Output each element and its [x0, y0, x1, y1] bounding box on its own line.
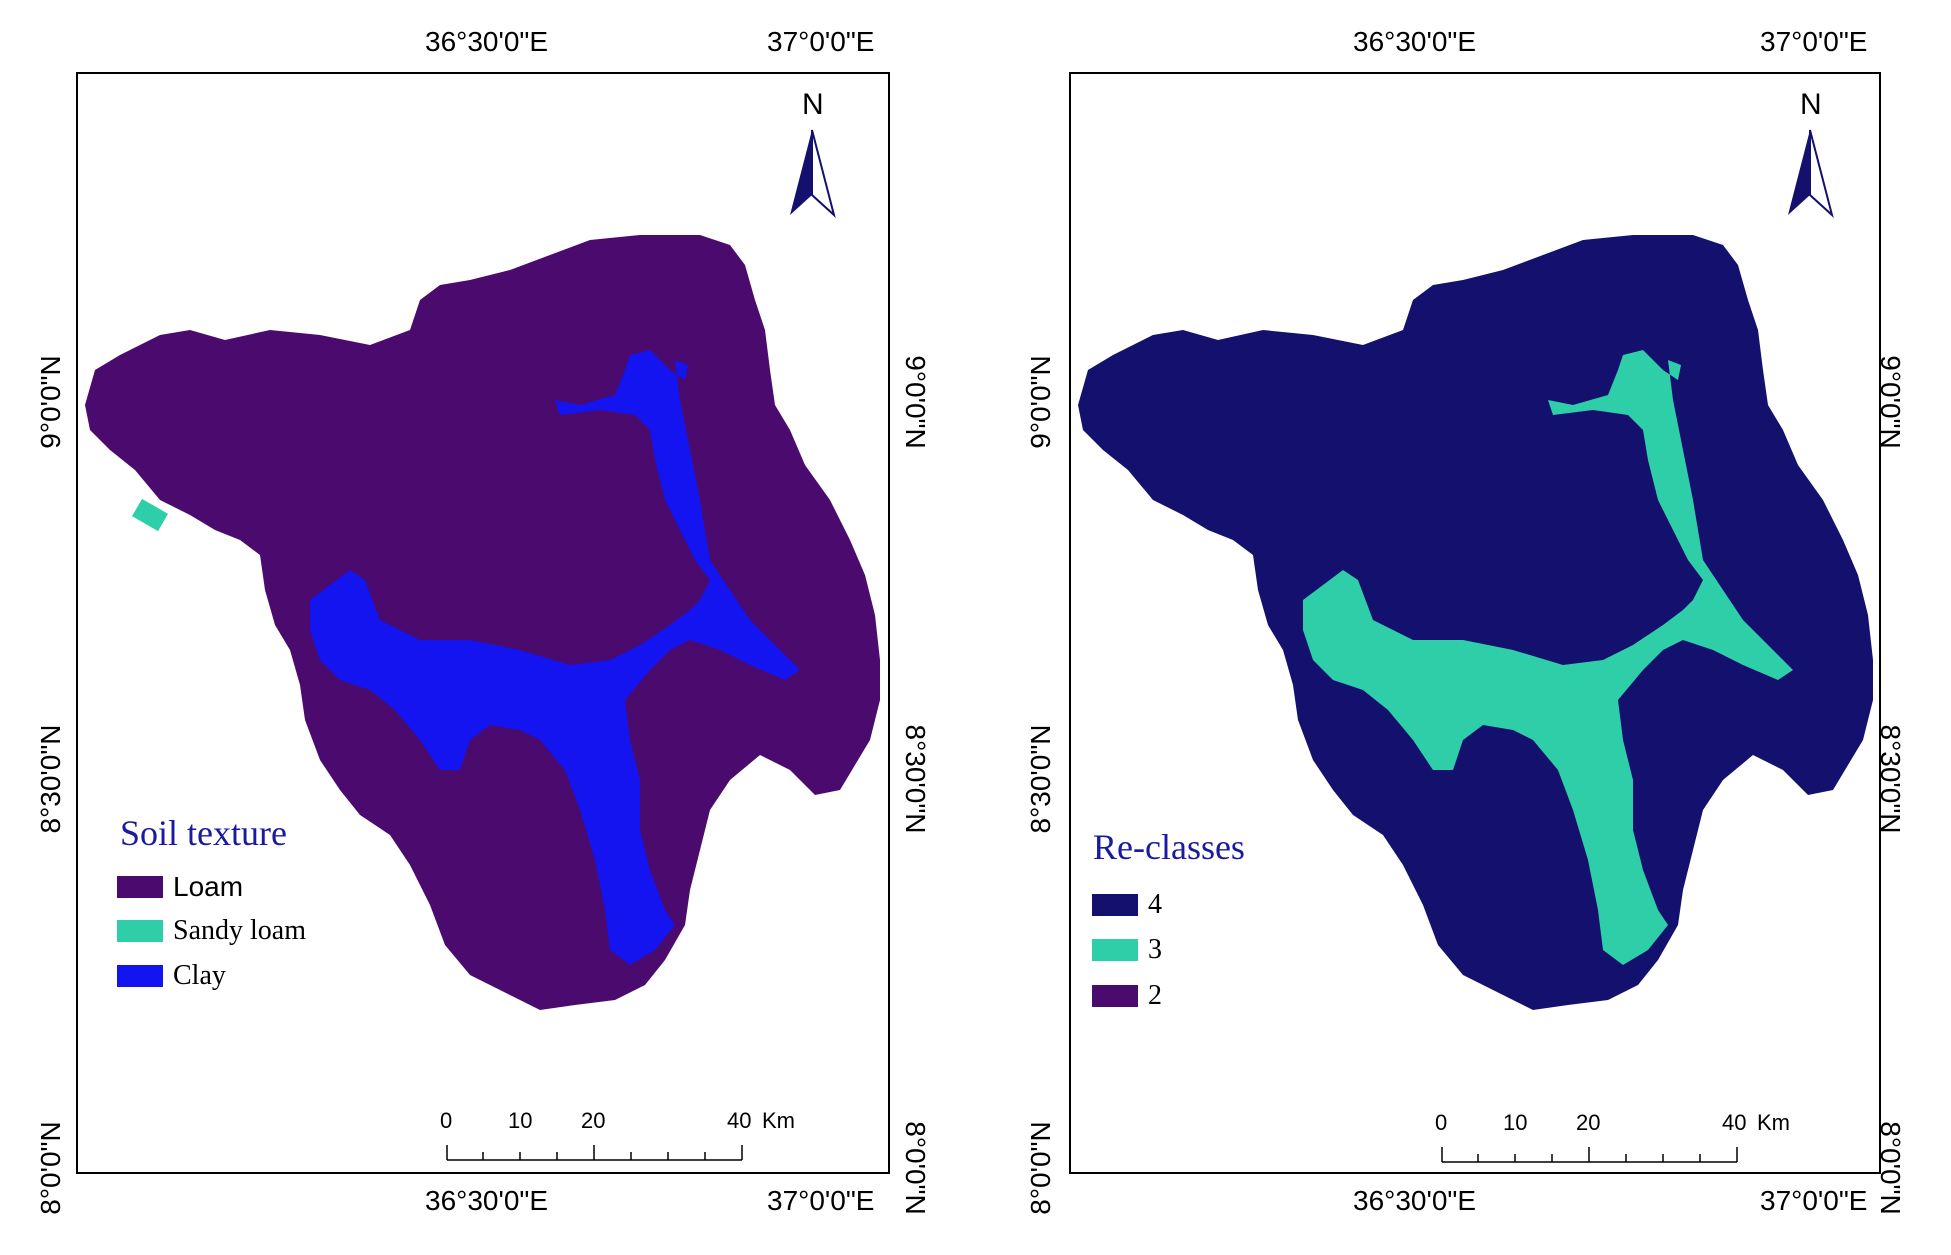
lon-label-top-left: 36°30'0"E	[425, 26, 549, 57]
lat-label-right-top: 9°0'0"N	[1875, 355, 1906, 449]
lon-label-bottom-right: 37°0'0"E	[767, 1185, 875, 1216]
class-3-channel	[1303, 350, 1793, 965]
scale-tick-0: 0	[1435, 1110, 1448, 1135]
north-label: N	[802, 88, 824, 121]
lat-label-left-top: 9°0'0"N	[35, 355, 66, 449]
lat-label-left-bottom: 8°0'0"N	[35, 1121, 66, 1215]
legend-label: Loam	[173, 871, 244, 902]
scale-unit: Km	[1757, 1110, 1790, 1135]
north-arrow-icon	[790, 129, 836, 218]
legend-title: Soil texture	[120, 813, 287, 853]
scale-tick-40: 40	[1722, 1110, 1747, 1135]
lat-label-right-mid: 8°30'0"N	[1875, 724, 1906, 834]
legend-item-3: 3	[1092, 933, 1162, 967]
legend-swatch	[117, 965, 163, 987]
legend-swatch	[1092, 894, 1138, 916]
map-soil-texture: 36°30'0"E 37°0'0"E 36°30'0"E 37°0'0"E 9°…	[0, 0, 975, 1255]
legend-label: Clay	[173, 960, 226, 991]
lon-label-top-right: 37°0'0"E	[767, 26, 875, 57]
clay-channel	[310, 350, 800, 965]
scale-tick-0: 0	[440, 1108, 453, 1133]
legend-title: Re-classes	[1093, 827, 1245, 867]
legend-label: Sandy loam	[173, 915, 306, 946]
scale-tick-40: 40	[727, 1108, 752, 1133]
scale-bar	[1441, 1147, 1738, 1163]
lat-label-right-mid: 8°30'0"N	[900, 724, 931, 834]
legend-swatch	[117, 920, 163, 942]
legend-item-4: 4	[1092, 888, 1162, 922]
lat-label-right-top: 9°0'0"N	[900, 355, 931, 449]
north-arrow-icon	[1788, 129, 1834, 218]
legend-swatch	[117, 876, 163, 898]
lat-label-left-bottom: 8°0'0"N	[1025, 1121, 1056, 1215]
sandy-loam-patch	[132, 498, 168, 532]
legend-swatch	[1092, 939, 1138, 961]
map-canvas	[1069, 72, 1881, 1174]
lon-label-top-left: 36°30'0"E	[1353, 26, 1477, 57]
legend-item-clay: Clay	[117, 959, 226, 993]
scale-tick-20: 20	[581, 1108, 606, 1133]
map-canvas	[76, 72, 890, 1174]
lon-label-bottom-right: 37°0'0"E	[1760, 1185, 1868, 1216]
legend-label: 3	[1148, 934, 1162, 965]
lon-label-bottom-left: 36°30'0"E	[1353, 1185, 1477, 1216]
scale-tick-20: 20	[1576, 1110, 1601, 1135]
lat-label-right-bottom: 8°0'0"N	[1875, 1121, 1906, 1215]
scale-tick-10: 10	[1503, 1110, 1528, 1135]
legend-swatch	[1092, 985, 1138, 1007]
lon-label-top-right: 37°0'0"E	[1760, 26, 1868, 57]
legend-item-loam: Loam	[117, 870, 243, 904]
legend-item-2: 2	[1092, 979, 1162, 1013]
map-re-classes: 36°30'0"E 37°0'0"E 36°30'0"E 37°0'0"E 9°…	[975, 0, 1950, 1255]
legend-item-sandy-loam: Sandy loam	[117, 914, 306, 948]
legend-label: 2	[1148, 980, 1162, 1011]
scale-tick-10: 10	[508, 1108, 533, 1133]
legend-label: 4	[1148, 889, 1162, 920]
lat-label-left-mid: 8°30'0"N	[1025, 724, 1056, 834]
north-label: N	[1800, 88, 1822, 121]
lat-label-left-top: 9°0'0"N	[1025, 355, 1056, 449]
lat-label-left-mid: 8°30'0"N	[35, 724, 66, 834]
lat-label-right-bottom: 8°0'0"N	[900, 1121, 931, 1215]
lon-label-bottom-left: 36°30'0"E	[425, 1185, 549, 1216]
scale-bar	[446, 1145, 743, 1161]
scale-unit: Km	[762, 1108, 795, 1133]
